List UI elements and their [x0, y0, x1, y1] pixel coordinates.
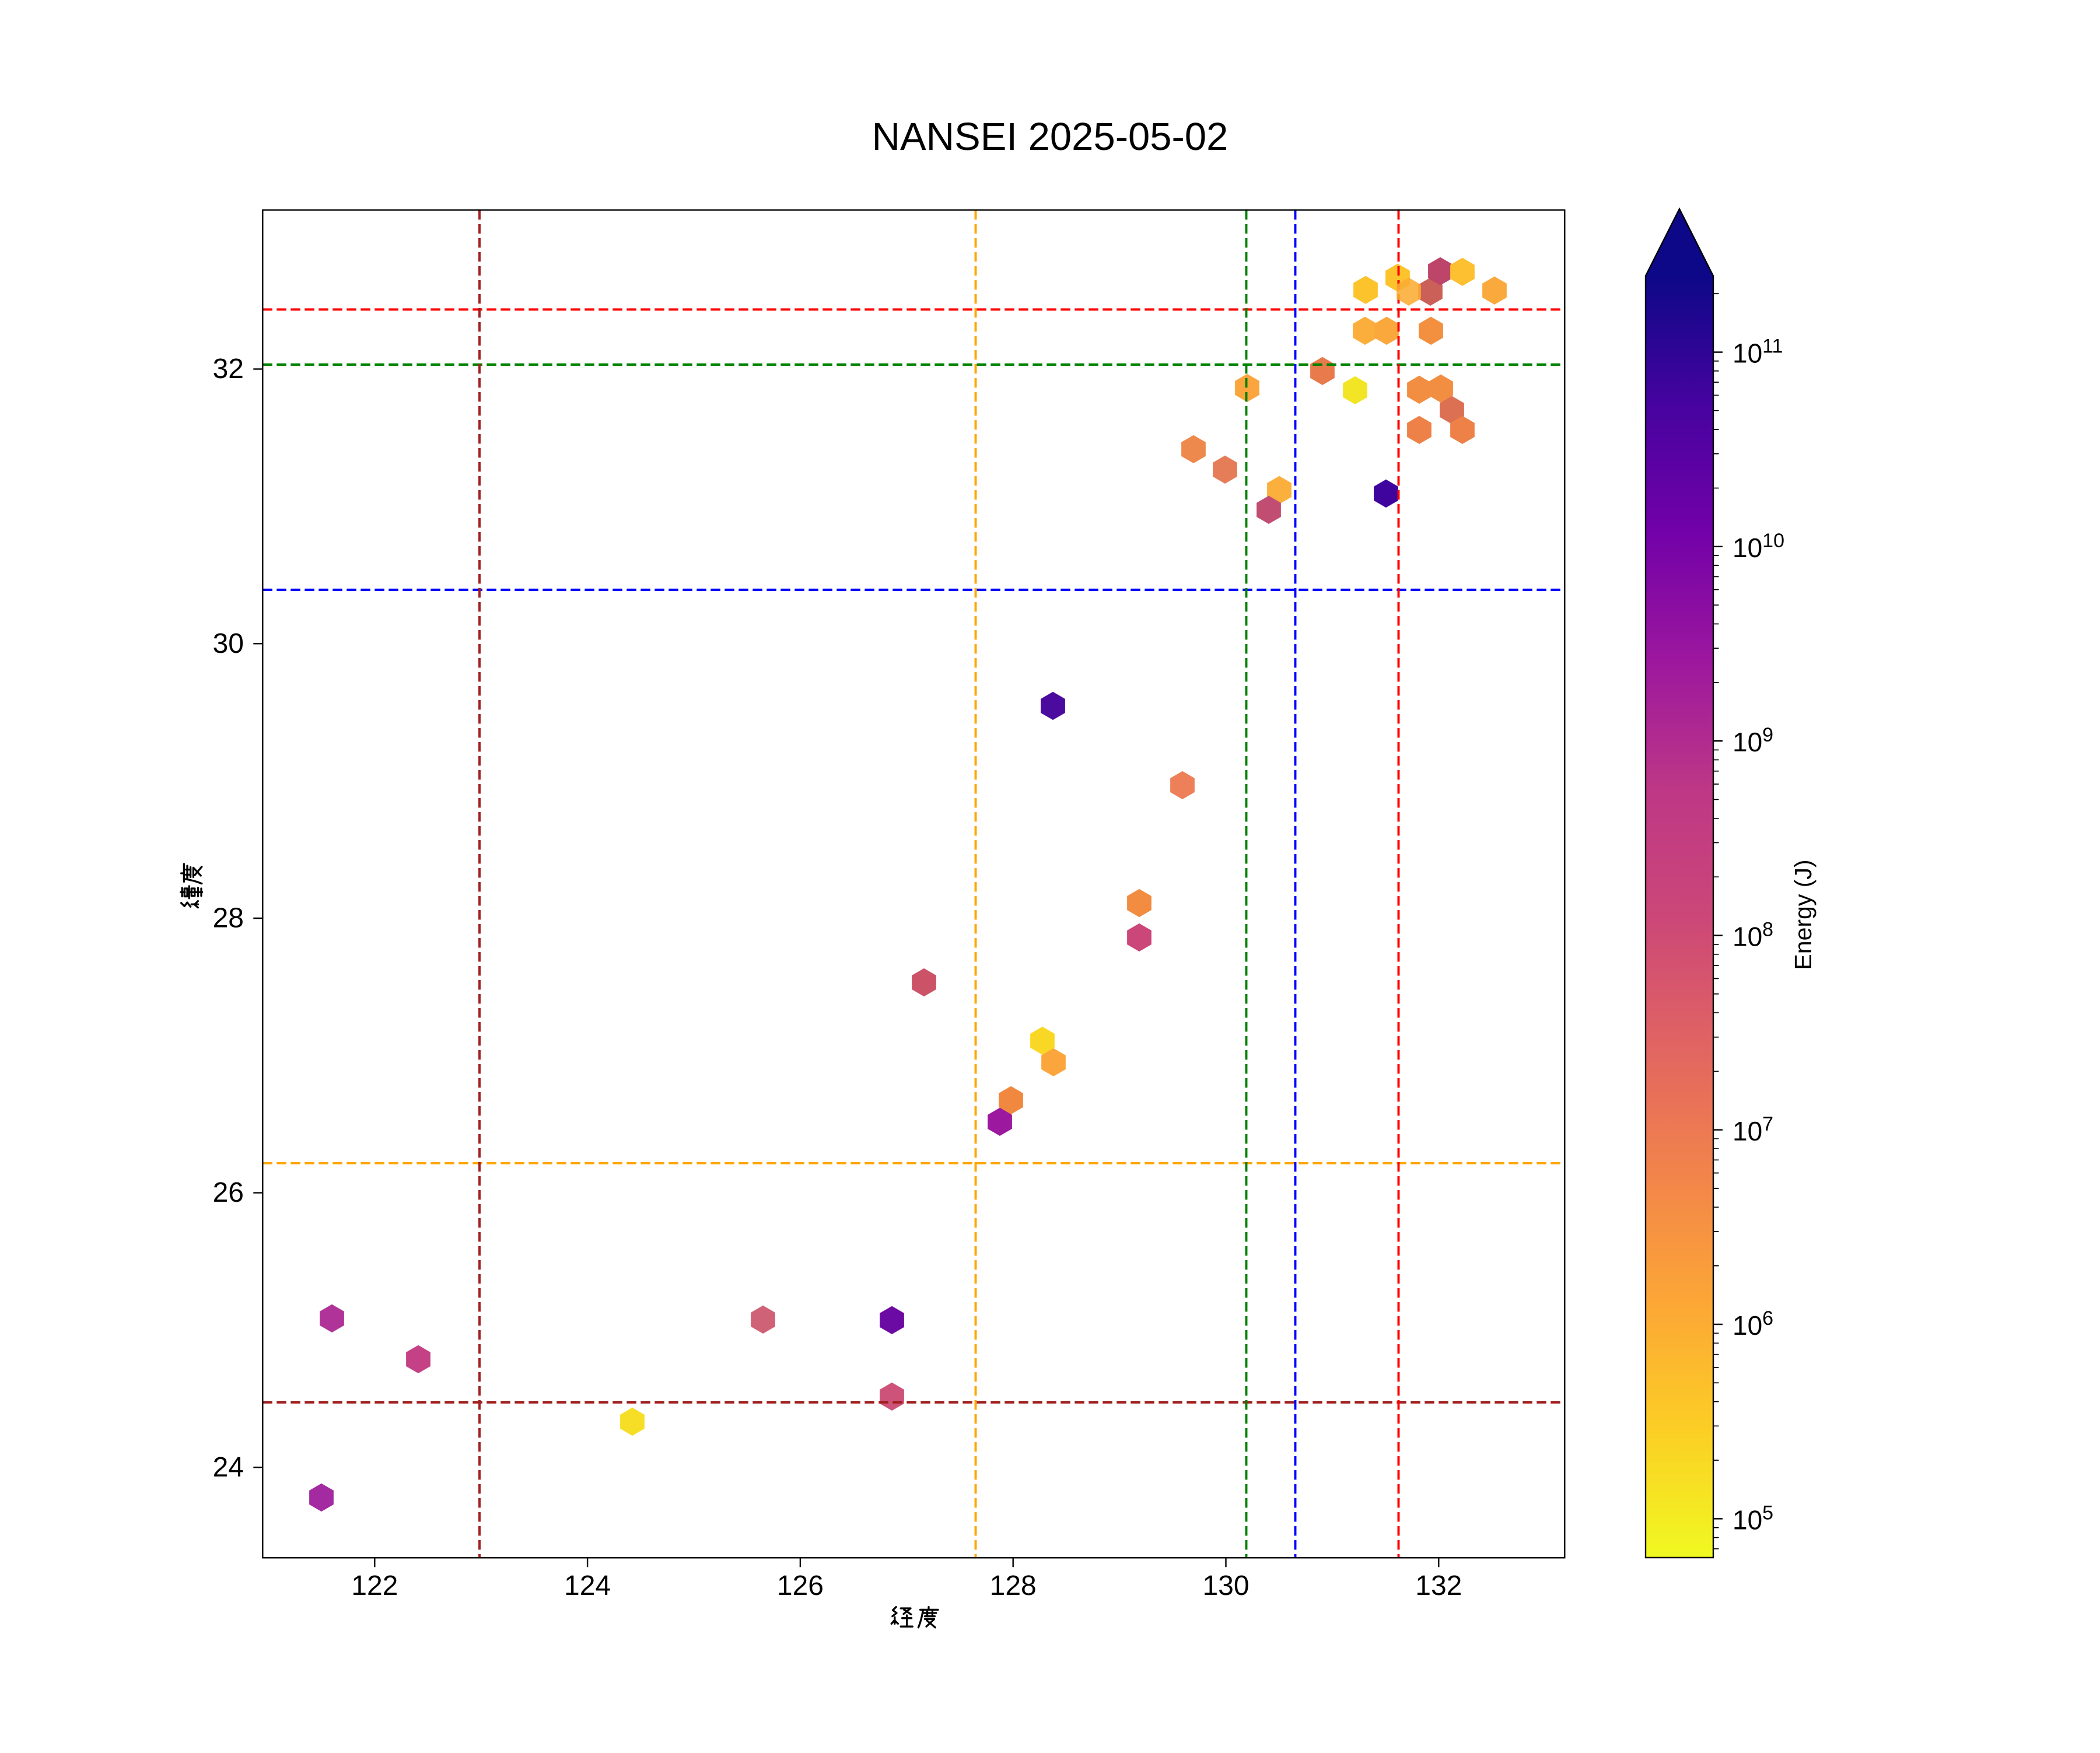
svg-text:NANSEI 2025-05-02: NANSEI 2025-05-02	[872, 115, 1228, 159]
svg-text:24: 24	[213, 1452, 244, 1483]
svg-text:128: 128	[990, 1570, 1037, 1601]
svg-text:130: 130	[1202, 1570, 1249, 1601]
svg-text:Energy (J): Energy (J)	[1790, 859, 1817, 970]
svg-text:30: 30	[213, 628, 244, 659]
svg-text:32: 32	[213, 354, 244, 384]
svg-text:126: 126	[777, 1570, 824, 1601]
svg-text:132: 132	[1415, 1570, 1462, 1601]
svg-text:1010: 1010	[1732, 530, 1784, 563]
svg-text:105: 105	[1732, 1502, 1773, 1535]
svg-text:1011: 1011	[1732, 335, 1783, 369]
svg-text:26: 26	[213, 1177, 244, 1208]
svg-text:122: 122	[351, 1570, 398, 1601]
svg-text:124: 124	[564, 1570, 611, 1601]
svg-text:28: 28	[213, 903, 244, 934]
